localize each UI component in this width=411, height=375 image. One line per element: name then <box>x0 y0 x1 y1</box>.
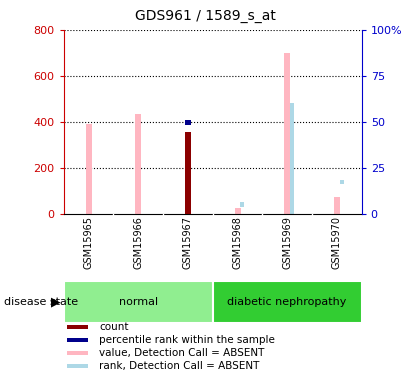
Bar <box>290 104 294 214</box>
Bar <box>339 180 344 184</box>
Text: GSM15966: GSM15966 <box>133 216 143 268</box>
Text: value, Detection Call = ABSENT: value, Detection Call = ABSENT <box>99 348 265 358</box>
Text: GSM15969: GSM15969 <box>282 216 292 268</box>
Text: GSM15965: GSM15965 <box>83 216 94 269</box>
Text: ▶: ▶ <box>51 296 61 308</box>
Text: GSM15970: GSM15970 <box>332 216 342 269</box>
Bar <box>284 53 290 214</box>
Bar <box>185 132 191 214</box>
Bar <box>240 202 245 207</box>
Bar <box>334 196 340 214</box>
Bar <box>64 281 213 322</box>
Text: diabetic nephropathy: diabetic nephropathy <box>228 297 347 307</box>
Text: GDS961 / 1589_s_at: GDS961 / 1589_s_at <box>135 9 276 23</box>
Text: GSM15968: GSM15968 <box>233 216 242 268</box>
Text: percentile rank within the sample: percentile rank within the sample <box>99 335 275 345</box>
Bar <box>67 338 88 342</box>
Bar <box>67 351 88 355</box>
Bar <box>213 281 362 322</box>
Bar <box>135 114 141 214</box>
Text: normal: normal <box>119 297 158 307</box>
Text: count: count <box>99 322 129 332</box>
Text: disease state: disease state <box>4 297 78 307</box>
Bar <box>67 325 88 328</box>
Text: rank, Detection Call = ABSENT: rank, Detection Call = ABSENT <box>99 361 260 371</box>
Bar <box>235 208 240 214</box>
Bar <box>67 364 88 368</box>
Bar <box>185 120 191 124</box>
Text: GSM15967: GSM15967 <box>183 216 193 269</box>
Bar <box>85 124 92 214</box>
